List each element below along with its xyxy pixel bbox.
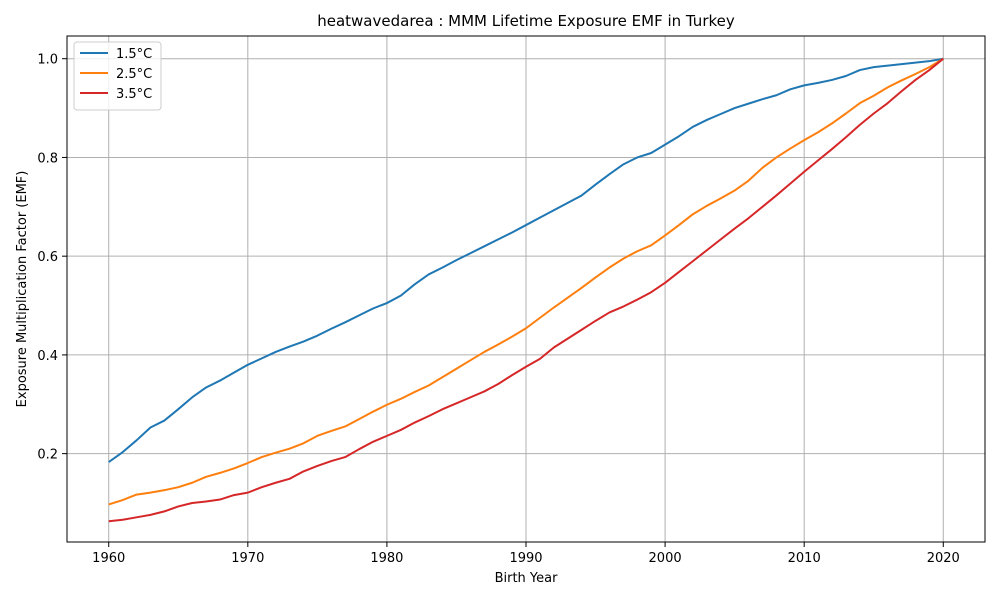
y-tick-label: 0.4 [37, 349, 58, 364]
grid-lines [67, 36, 985, 542]
chart-title: heatwavedarea : MMM Lifetime Exposure EM… [317, 12, 735, 30]
legend-label-3: 3.5°C [116, 87, 152, 102]
x-tick-label: 2000 [649, 551, 682, 566]
x-axis-title: Birth Year [495, 571, 559, 586]
series-lines [108, 57, 944, 523]
series-line-2 [108, 57, 944, 506]
y-tick-label: 0.2 [37, 448, 58, 463]
legend: 1.5°C 2.5°C 3.5°C [73, 41, 162, 111]
y-tick-label: 1.0 [37, 53, 58, 68]
y-axis-title: Exposure Multiplication Factor (EMF) [15, 171, 30, 408]
x-tick-label: 2010 [788, 551, 821, 566]
series-line-3 [108, 57, 944, 523]
x-tick-label: 2020 [927, 551, 960, 566]
legend-label-2: 2.5°C [116, 67, 152, 82]
legend-label-1: 1.5°C [116, 47, 152, 62]
x-tick-label: 1970 [231, 551, 264, 566]
x-tick-label: 1980 [370, 551, 403, 566]
y-tick-label: 0.8 [37, 151, 58, 166]
x-tick-label: 1990 [509, 551, 542, 566]
y-axis-ticks: 0.2 0.4 0.6 0.8 1.0 [37, 53, 67, 463]
series-line-1 [108, 57, 944, 463]
x-axis-ticks: 1960 1970 1980 1990 2000 2010 2020 [92, 542, 960, 566]
x-tick-label: 1960 [92, 551, 125, 566]
y-tick-label: 0.6 [37, 250, 58, 265]
